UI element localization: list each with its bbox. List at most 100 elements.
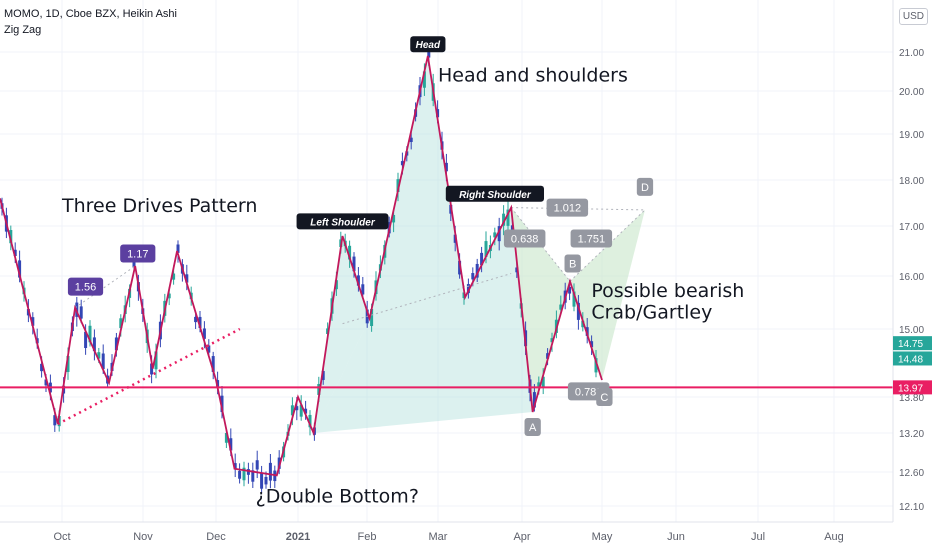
candle-body: [88, 325, 92, 343]
candle-body: [53, 415, 57, 426]
time-axis: Oct Nov Dec 2021 Feb Mar Apr May Jun Jul Aug: [0, 521, 893, 550]
tag-1-012: 1.012: [546, 198, 589, 217]
candle-body: [233, 463, 237, 470]
tag-bg: [67, 277, 104, 296]
tag-text: Head: [416, 40, 441, 51]
candle-body: [40, 363, 44, 372]
x-tick-label: Jul: [751, 531, 765, 543]
zigzag-line: [0, 55, 603, 477]
candle-body: [13, 249, 17, 256]
x-tick-label: Aug: [824, 531, 844, 543]
crab-xab-fill: [511, 207, 570, 412]
candle-body: [308, 414, 312, 428]
candle-body: [444, 162, 448, 172]
candle-body: [207, 345, 211, 353]
y-tick-label: 12.60: [899, 468, 924, 479]
candle-body: [581, 320, 585, 328]
candle-body: [409, 137, 413, 143]
x-tick-label: 2021: [286, 531, 310, 543]
drive-ratio-line: [74, 265, 136, 309]
x-tick-label: Nov: [133, 531, 153, 543]
price-label-bg: [893, 380, 932, 395]
price-label: 14.48: [898, 354, 923, 365]
tag-1-751: 1.751: [570, 229, 613, 248]
candle-body: [427, 48, 431, 58]
x-tick-label: Dec: [206, 531, 226, 543]
candle-body: [392, 214, 396, 223]
tag-bg: [410, 36, 446, 53]
candle-body: [458, 260, 462, 275]
tag-bg: [524, 418, 541, 436]
tag-bg: [596, 388, 613, 406]
x-tick-label: May: [592, 531, 613, 543]
candle-body: [304, 408, 308, 414]
y-tick-label: 16.00: [899, 272, 924, 283]
tag-a: A: [524, 418, 541, 436]
tag-text: A: [529, 422, 537, 434]
candle-body: [198, 316, 202, 329]
tag-text: B: [569, 259, 576, 271]
candle-body: [268, 462, 272, 481]
tag-text: 0.638: [511, 234, 539, 246]
candle-body: [550, 338, 554, 343]
price-label-bg: [893, 351, 932, 366]
tag-text: 1.751: [578, 234, 606, 246]
tag-bg: [445, 185, 545, 202]
candle-body: [229, 438, 233, 451]
candle-body: [594, 358, 598, 373]
candle-body: [361, 284, 365, 295]
candle-body: [471, 273, 475, 280]
price-axis-bg: [893, 0, 932, 550]
tag-d: D: [636, 177, 654, 196]
tag-text: C: [600, 392, 608, 404]
tag-c: C: [596, 388, 613, 406]
candle-body: [502, 213, 506, 226]
y-tick-label: 17.00: [899, 222, 924, 233]
candle-body: [185, 274, 189, 283]
candle-body: [422, 71, 426, 88]
head-shoulders-fill: [313, 55, 533, 434]
candle-body: [559, 304, 563, 310]
candle-body: [475, 263, 479, 278]
tag-bg: [546, 198, 589, 217]
y-tick-label: 15.00: [899, 325, 924, 336]
x-tick-label: Oct: [53, 531, 70, 543]
annotation-text: ¿Double Bottom?: [256, 486, 419, 508]
candle-body: [400, 161, 404, 166]
candle-body: [290, 405, 294, 416]
candle-body: [484, 241, 488, 257]
candle-body: [334, 280, 338, 290]
candle-body: [541, 376, 545, 388]
candle-body: [224, 432, 228, 443]
candle-body: [220, 395, 224, 413]
tag-text: Left Shoulder: [310, 217, 376, 228]
currency-button[interactable]: USD: [898, 8, 928, 25]
tag-bg: [120, 244, 156, 263]
annotation-text: Possible bearish: [591, 280, 744, 302]
time-axis-bg: [0, 522, 893, 550]
candle-body: [356, 275, 360, 286]
tag-bg: [503, 229, 546, 248]
candle-body: [352, 256, 356, 272]
candle-body: [31, 317, 35, 326]
candle-body: [97, 352, 101, 359]
tag-text: 1.012: [554, 203, 582, 215]
candle-body: [79, 306, 83, 319]
candle-body: [590, 341, 594, 348]
price-label-bg: [893, 336, 932, 351]
y-tick-label: 18.00: [899, 176, 924, 187]
tag-text: 1.17: [127, 249, 148, 261]
x-tick-label: Apr: [513, 531, 530, 543]
candle-body: [132, 260, 136, 267]
candle-body: [326, 328, 330, 334]
candle-body: [176, 244, 180, 253]
tag-text: 0.783: [575, 386, 603, 398]
candle-body: [211, 356, 215, 372]
annotation-text: Crab/Gartley: [591, 301, 712, 323]
candle-body: [546, 353, 550, 359]
candle-body: [84, 331, 88, 349]
candle-body: [92, 337, 96, 352]
indicator-label[interactable]: Zig Zag: [4, 24, 42, 36]
tag-right-shoulder: Right Shoulder: [445, 185, 545, 202]
